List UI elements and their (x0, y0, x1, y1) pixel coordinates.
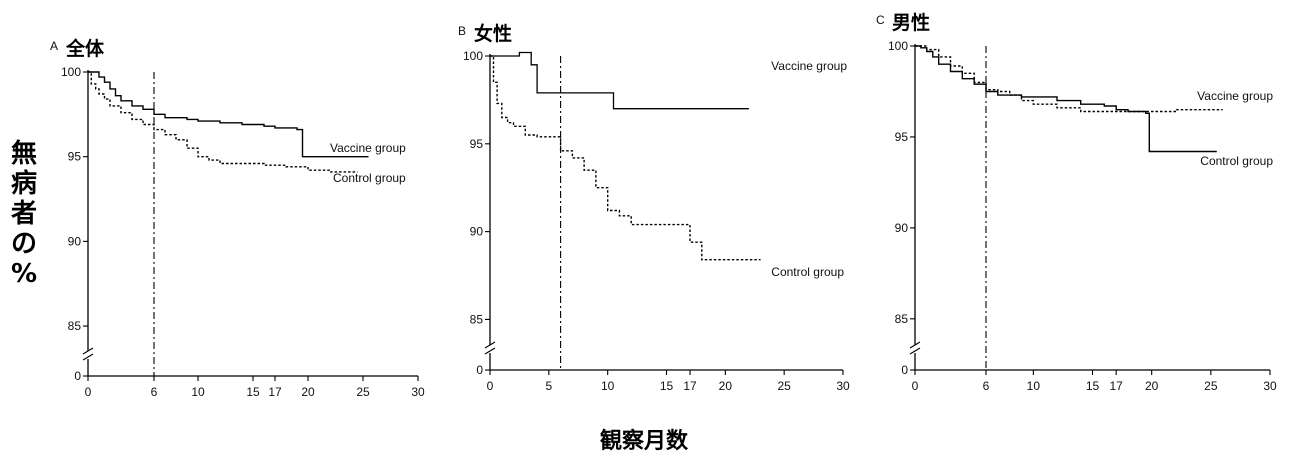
panel-c-y-tick-label: 0 (901, 363, 908, 377)
panel-b-title: 女性 (474, 22, 512, 45)
panel-c-y-tick-label: 100 (888, 39, 908, 53)
panel-c-x-tick-label: 17 (1109, 379, 1123, 393)
panel-c-x-tick-label: 30 (1263, 379, 1277, 393)
panel-a-x-tick-label: 6 (151, 385, 158, 399)
panel-b-x-tick-label: 5 (545, 379, 552, 393)
panel-b-x-tick-label: 15 (660, 379, 674, 393)
panel-b-series-label: Vaccine group (771, 59, 847, 73)
panel-a-x-tick-label: 30 (411, 385, 425, 399)
panel-c-axis-break-mark (909, 341, 921, 349)
panel-c-y-tick-label: 85 (895, 312, 909, 326)
panel-b-y-tick-label: 100 (463, 49, 483, 63)
panel-a-series-label: Control group (333, 171, 406, 185)
y-axis-label-char: の (11, 229, 37, 259)
panel-a-y-tick-label: 85 (68, 319, 82, 333)
panel-c-x-tick-label: 20 (1145, 379, 1159, 393)
panel-b-x-tick-label: 17 (683, 379, 697, 393)
panel-a-x-tick-label: 25 (356, 385, 370, 399)
panel-c-y-tick-label: 90 (895, 221, 909, 235)
panel-c-series-label: Control group (1200, 154, 1273, 168)
panel-a-axis-break-mark (82, 353, 94, 361)
y-axis-label-char: 無 (11, 139, 37, 169)
panel-c-axis-break-mark (909, 347, 921, 355)
panel-a-series-vaccine-line (88, 71, 369, 158)
panel-b-axis-break-mark (484, 347, 496, 355)
panel-c-series-control-line (915, 45, 1223, 113)
panel-a-x-tick-label: 17 (268, 385, 282, 399)
panel-b-letter: B (458, 24, 466, 38)
panel-a-x-tick-label: 15 (246, 385, 260, 399)
panel-a-title: 全体 (65, 37, 105, 60)
panel-c-series-label: Vaccine group (1197, 89, 1273, 103)
panel-b-x-tick-label: 25 (777, 379, 791, 393)
panel-c-x-tick-label: 0 (912, 379, 919, 393)
panel-a-axis-break-mark (82, 347, 94, 355)
x-axis-label: 観察月数 (600, 428, 689, 454)
panel-a-y-tick-label: 95 (68, 150, 82, 164)
panel-c-series-vaccine-line (915, 45, 1217, 153)
panel-b-series-vaccine-line (490, 51, 749, 110)
panel-c-x-tick-label: 15 (1086, 379, 1100, 393)
panel-b-axis-break-mark (484, 341, 496, 349)
panel-c-title: 男性 (892, 11, 930, 34)
panel-a-x-tick-label: 0 (85, 385, 92, 399)
panel-a-y-tick-label: 90 (68, 234, 82, 248)
panel-c-x-tick-label: 10 (1027, 379, 1041, 393)
y-axis-label-char: 病 (11, 169, 37, 199)
panel-c-x-tick-label: 6 (983, 379, 990, 393)
panel-b-x-tick-label: 10 (601, 379, 615, 393)
panel-c-y-tick-label: 95 (895, 130, 909, 144)
panel-a-series-control-line (88, 71, 358, 173)
panel-a: A 全体 0 85 90 95 100 0 6 10 15 17 20 25 30 Vaccine gro… (50, 37, 425, 399)
panel-a-y-tick-label: 0 (74, 369, 81, 383)
y-axis-label-char: 者 (11, 199, 37, 229)
panel-c-letter: C (876, 13, 885, 27)
panel-b: B 女性 0 85 90 95 100 0 5 10 15 17 20 25 30 Vaccine gro… (458, 22, 850, 393)
panel-a-series-label: Vaccine group (330, 141, 406, 155)
y-axis-label-char: % (11, 259, 37, 289)
panel-a-x-tick-label: 20 (301, 385, 315, 399)
panel-a-y-tick-label: 100 (61, 65, 81, 79)
panel-b-series-label: Control group (771, 265, 844, 279)
panel-b-x-tick-label: 20 (719, 379, 733, 393)
panel-b-y-tick-label: 95 (470, 137, 484, 151)
panel-b-y-tick-label: 0 (476, 363, 483, 377)
panel-b-y-tick-label: 90 (470, 225, 484, 239)
panel-c: C 男性 0 85 90 95 100 0 6 10 15 17 20 25 30 Vaccine gro… (876, 11, 1277, 393)
panel-c-x-tick-label: 25 (1204, 379, 1218, 393)
panel-a-letter: A (50, 39, 58, 53)
panel-b-x-tick-label: 0 (487, 379, 494, 393)
panel-b-series-control-line (490, 55, 761, 261)
panel-b-y-tick-label: 85 (470, 312, 484, 326)
panel-a-x-tick-label: 10 (191, 385, 205, 399)
panel-b-x-tick-label: 30 (836, 379, 850, 393)
